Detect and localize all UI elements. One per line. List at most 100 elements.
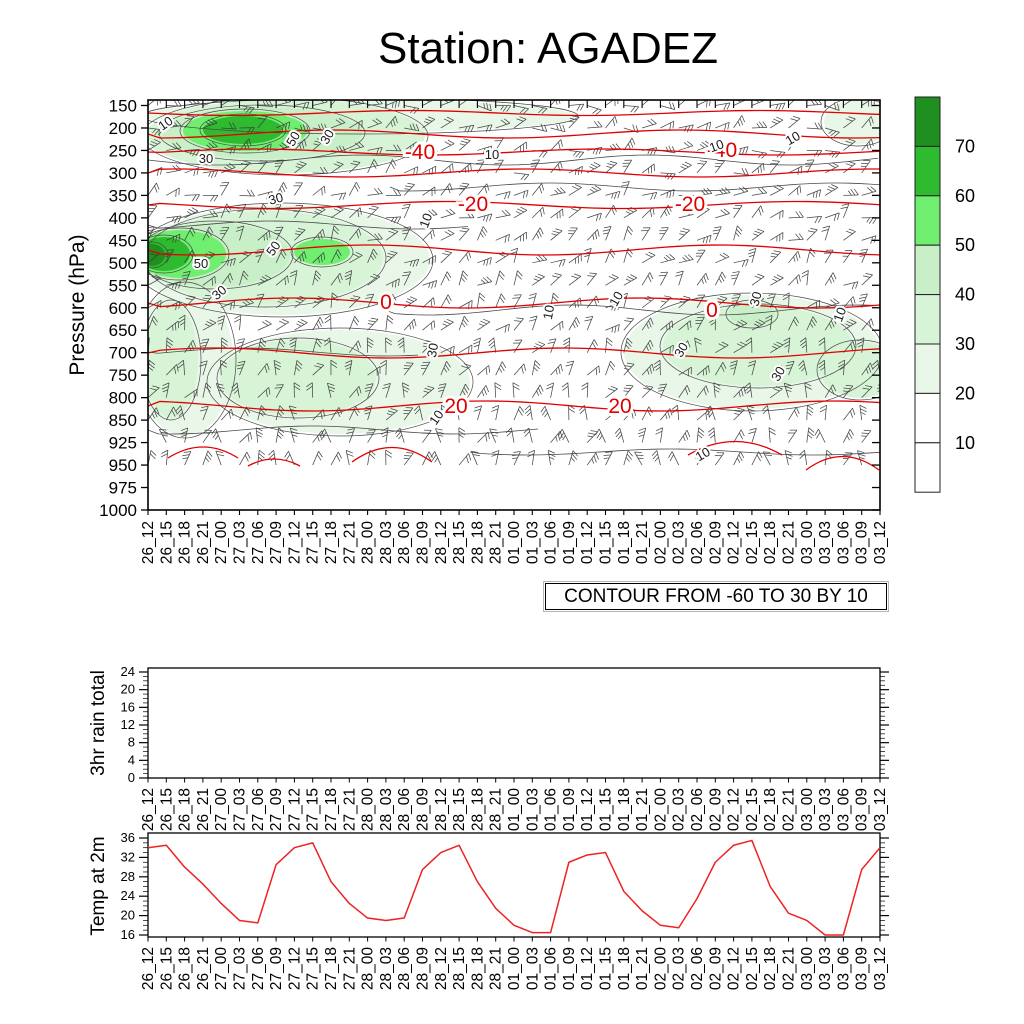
- wind-barb: [158, 428, 169, 443]
- wind-barb: [879, 299, 880, 309]
- wind-barb: [605, 100, 619, 107]
- wind-barb: [696, 140, 712, 151]
- wind-barb: [349, 160, 361, 174]
- wind-barb: [730, 271, 740, 286]
- rain-time-tick-label: 27_03: [232, 788, 249, 831]
- wind-barb: [513, 189, 529, 199]
- wind-barb: [843, 281, 859, 290]
- wind-barb: [385, 449, 392, 466]
- time-tick-label: 28_00: [360, 521, 377, 564]
- wind-barb: [581, 382, 589, 398]
- pressure-tick-label: 300: [109, 164, 137, 183]
- rain-time-tick-label: 02_06: [689, 788, 706, 831]
- humidity-region: [729, 302, 775, 326]
- rain-time-tick-label: 28_21: [488, 788, 505, 831]
- wind-barb: [788, 407, 800, 421]
- temp-time-tick-label: 01_06: [543, 947, 560, 990]
- wind-barb: [220, 359, 228, 376]
- wind-barb: [861, 385, 873, 398]
- wind-barb: [275, 121, 291, 131]
- wind-barb: [804, 382, 812, 398]
- wind-barb: [422, 320, 436, 331]
- rh-contour-label: 30: [267, 190, 285, 208]
- wind-barb: [312, 138, 325, 151]
- wind-barb: [694, 337, 702, 353]
- wind-barb: [289, 337, 297, 353]
- wind-barb: [440, 345, 455, 355]
- wind-barb: [289, 270, 298, 286]
- temperature-contour-line: [148, 297, 880, 309]
- time-tick-label: 26_21: [195, 521, 212, 564]
- wind-barb: [422, 229, 435, 241]
- wind-barb: [385, 228, 399, 241]
- wind-barb: [843, 188, 859, 196]
- wind-barb: [404, 166, 419, 176]
- wind-barb: [512, 382, 520, 398]
- wind-barb: [715, 252, 730, 264]
- wind-barb: [568, 450, 579, 466]
- wind-barb: [440, 139, 455, 151]
- wind-barb: [274, 159, 285, 174]
- wind-barb: [769, 365, 783, 376]
- time-tick-label: 26_15: [158, 521, 175, 564]
- wind-barb: [166, 100, 182, 107]
- wind-barb: [842, 249, 853, 264]
- wind-barb: [623, 137, 636, 151]
- wind-barb: [273, 359, 282, 376]
- wind-barb: [733, 386, 746, 398]
- wind-barb: [420, 361, 431, 376]
- temperature-contour-label: 20: [444, 395, 467, 418]
- wind-barb: [346, 428, 355, 443]
- wind-barb: [733, 167, 749, 176]
- wind-barb: [275, 318, 289, 331]
- wind-barb: [385, 278, 400, 288]
- temperature-contour-arc: [805, 455, 880, 471]
- rain-time-tick-label: 27_06: [250, 788, 267, 831]
- temp-y-tick-label: 24: [121, 888, 135, 903]
- wind-barb: [696, 427, 705, 443]
- rain-time-tick-label: 02_09: [707, 788, 724, 831]
- wind-barb: [202, 226, 214, 241]
- wind-barb: [568, 273, 582, 286]
- wind-barb: [166, 233, 181, 243]
- rain-time-tick-label: 28_12: [433, 788, 450, 831]
- wind-barb: [586, 430, 598, 443]
- rain-time-tick-label: 01_21: [634, 788, 651, 831]
- wind-barb: [473, 405, 483, 421]
- wind-barb: [678, 124, 694, 133]
- wind-barb: [843, 100, 857, 106]
- wind-barb: [770, 209, 784, 220]
- wind-barb: [367, 366, 381, 376]
- rh-contour-line: [469, 448, 880, 456]
- wind-barb: [422, 186, 436, 197]
- wind-barb: [586, 295, 600, 308]
- wind-barb: [733, 115, 746, 129]
- wind-barb: [770, 341, 784, 354]
- wind-barb: [784, 450, 793, 466]
- temperature-contour-arc: [167, 446, 239, 459]
- wind-barb: [330, 161, 344, 174]
- wind-barb: [770, 274, 784, 286]
- wind-barb: [858, 293, 868, 308]
- pressure-tick-label: 500: [109, 254, 137, 273]
- temperature-contour-line: [148, 148, 880, 156]
- wind-barb: [879, 451, 880, 466]
- wind-barb: [713, 382, 721, 398]
- wind-barb: [695, 294, 706, 308]
- wind-barb: [257, 274, 272, 286]
- rain-time-tick-label: 27_15: [305, 788, 322, 831]
- wind-barb: [199, 360, 208, 376]
- wind-barb: [385, 315, 394, 331]
- rh-contour-outline: [148, 299, 202, 421]
- wind-barb: [751, 121, 768, 129]
- rain-y-tick-label: 20: [121, 682, 135, 697]
- temp-y-tick-label: 36: [121, 830, 135, 845]
- temperature-contour-arc: [351, 446, 433, 463]
- wind-barb: [696, 410, 710, 421]
- wind-barb: [528, 315, 538, 331]
- temperature-contour-label: -40: [707, 139, 737, 162]
- wind-barb: [842, 452, 853, 466]
- time-tick-label: 26_18: [177, 521, 194, 564]
- wind-barb: [806, 150, 823, 157]
- wind-barb: [787, 429, 798, 443]
